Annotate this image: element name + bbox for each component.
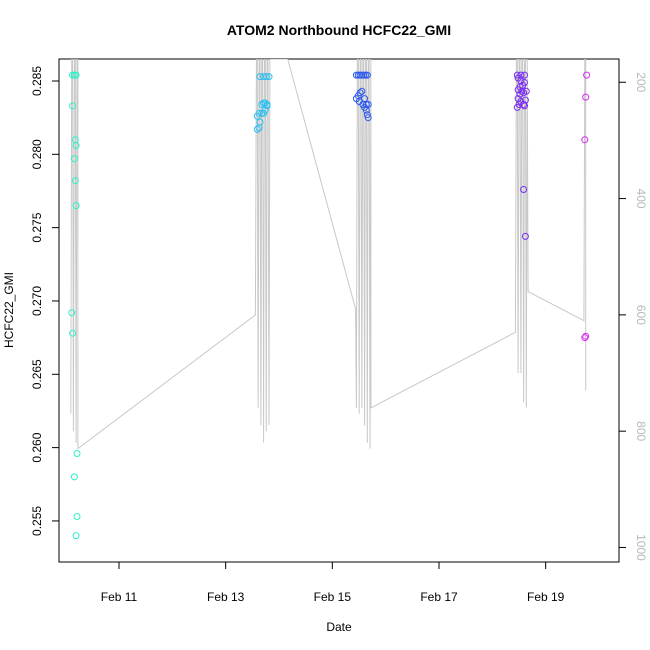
x-axis: Feb 11 Feb 13 Feb 15 Feb 17 Feb 19 <box>101 561 565 604</box>
x-tick-label: Feb 13 <box>207 590 245 604</box>
x-tick-label: Feb 19 <box>527 590 565 604</box>
data-point <box>581 334 589 342</box>
y-tick-label: 0.280 <box>30 139 44 169</box>
y2-tick-label: 400 <box>634 189 648 209</box>
data-point <box>70 155 78 163</box>
data-point <box>70 473 78 481</box>
y2-tick-label: 1000 <box>634 534 648 561</box>
altitude-profile-layer <box>70 59 587 450</box>
data-point <box>363 71 371 79</box>
chart-title: ATOM2 Northbound HCFC22_GMI <box>227 22 451 38</box>
data-point <box>513 71 521 79</box>
y-tick-label: 0.275 <box>30 212 44 242</box>
y2-tick-label: 600 <box>634 305 648 325</box>
y-tick-label: 0.285 <box>30 66 44 96</box>
data-point <box>361 71 369 79</box>
data-point <box>258 101 266 108</box>
x-tick-label: Feb 15 <box>314 590 352 604</box>
y-axis: 0.255 0.260 0.265 0.270 0.275 0.280 0.285 <box>30 66 60 536</box>
data-point <box>68 309 76 317</box>
data-point <box>72 71 80 79</box>
y2-axis: 200 400 600 800 1000 <box>618 72 648 561</box>
y-tick-label: 0.265 <box>30 359 44 389</box>
data-point <box>521 232 529 240</box>
data-point <box>256 118 264 126</box>
data-point <box>72 202 80 210</box>
data-point <box>364 101 372 108</box>
y-tick-label: 0.260 <box>30 432 44 462</box>
data-point <box>581 136 589 144</box>
altitude-profile-line <box>70 59 587 450</box>
data-point <box>361 95 369 103</box>
data-point <box>261 99 269 107</box>
data-point <box>260 73 268 81</box>
data-point <box>265 73 273 81</box>
data-point <box>255 109 263 117</box>
data-point <box>522 87 530 95</box>
y-axis-label: HCFC22_GMI <box>2 272 16 348</box>
data-point <box>72 142 80 149</box>
data-point <box>364 114 372 122</box>
x-tick-label: Feb 17 <box>420 590 458 604</box>
data-point <box>582 93 590 101</box>
data-point <box>363 111 371 119</box>
x-axis-label: Date <box>326 620 352 634</box>
data-point <box>356 89 364 97</box>
data-point <box>71 177 79 185</box>
data-point <box>262 73 270 81</box>
data-point <box>582 332 590 340</box>
y-tick-label: 0.255 <box>30 506 44 536</box>
data-point <box>69 102 77 110</box>
data-point <box>72 532 80 540</box>
data-point <box>521 71 528 79</box>
data-point <box>520 101 528 108</box>
data-points-layer <box>68 71 591 540</box>
data-point <box>521 79 528 86</box>
data-point <box>521 102 528 110</box>
data-point <box>518 87 526 95</box>
data-point <box>358 87 366 95</box>
data-point <box>73 513 81 520</box>
data-point <box>253 125 261 133</box>
plot-frame <box>58 58 620 563</box>
y2-tick-label: 200 <box>634 72 648 92</box>
data-point <box>583 71 591 79</box>
x-tick-label: Feb 11 <box>101 590 138 604</box>
y-tick-label: 0.270 <box>30 286 44 316</box>
data-point <box>520 186 528 193</box>
y2-tick-label: 800 <box>634 421 648 441</box>
data-point <box>263 101 271 108</box>
data-point <box>69 329 77 337</box>
data-point <box>73 450 81 457</box>
